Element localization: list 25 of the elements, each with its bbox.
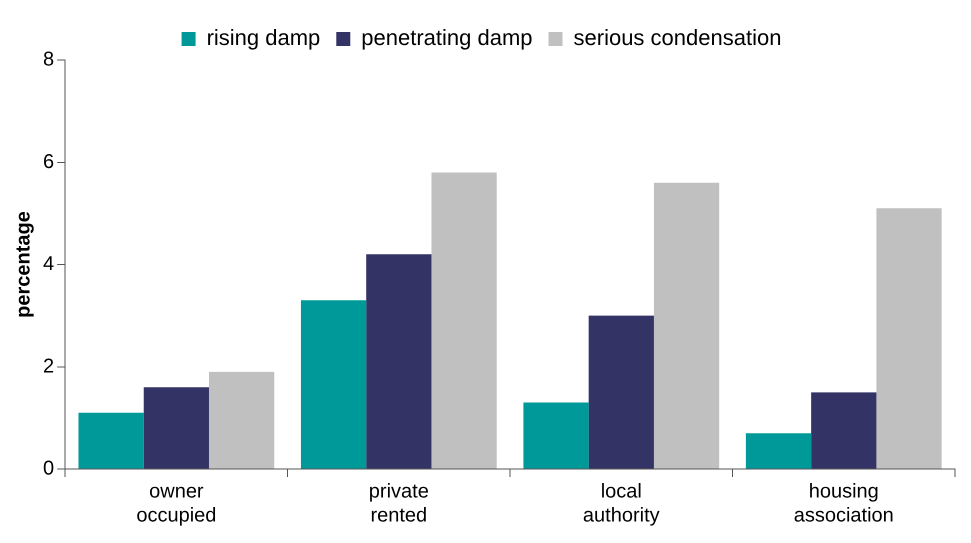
bar (366, 254, 432, 468)
legend-label: penetrating damp (361, 25, 533, 50)
y-axis-title: percentage (12, 211, 35, 318)
x-tick-label: owner occupied (136, 480, 216, 527)
bar (746, 433, 812, 468)
y-tick-label: 6 (43, 150, 54, 173)
legend-label: serious condensation (574, 25, 782, 50)
bar (654, 182, 720, 468)
bar (144, 387, 209, 468)
bar (78, 412, 144, 468)
bar (876, 208, 942, 468)
bar (208, 372, 274, 468)
y-tick-label: 0 (43, 458, 54, 480)
bar (523, 402, 589, 468)
bar (588, 316, 654, 468)
bar (300, 300, 366, 468)
x-tick-label: local authority (582, 480, 660, 527)
x-tick-label: housing association (794, 480, 894, 527)
bar (431, 172, 497, 468)
x-tick-label: private rented (368, 480, 429, 527)
y-tick-label: 4 (43, 253, 54, 276)
bar (811, 392, 876, 468)
legend-label: rising damp (206, 25, 320, 50)
y-tick-label: 2 (43, 355, 54, 378)
y-tick-label: 8 (43, 48, 54, 71)
